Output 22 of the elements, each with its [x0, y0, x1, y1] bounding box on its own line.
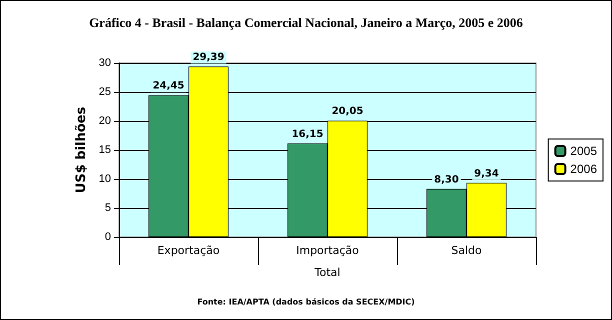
x-axis-title: Total: [314, 266, 340, 279]
legend-label: 2005: [570, 144, 598, 158]
data-label: 9,34: [474, 168, 499, 180]
data-label: 29,39: [192, 52, 224, 64]
data-label: 20,05: [332, 106, 364, 118]
chart-title: Gráfico 4 - Brasil - Balança Comercial Nacional, Janeiro a Março, 2005 e 2006: [89, 15, 524, 30]
data-label: 8,30: [434, 174, 459, 186]
data-label: 16,15: [292, 128, 324, 140]
y-tick-label: 0: [104, 231, 111, 243]
y-tick-label: 20: [98, 115, 111, 127]
data-label: 24,45: [152, 80, 184, 92]
y-tick-label: 25: [98, 86, 111, 98]
y-tick-label: 10: [98, 173, 111, 185]
y-tick-label: 30: [98, 57, 111, 69]
y-tick-label: 15: [98, 144, 111, 156]
x-tick-label: Exportação: [157, 244, 220, 257]
y-tick-label: 5: [104, 202, 111, 214]
legend-label: 2006: [570, 162, 598, 176]
y-axis-title: US$ bilhões: [74, 106, 89, 194]
source-note: Fonte: IEA/APTA (dados básicos da SECEX/MDIC): [197, 298, 415, 306]
x-tick-label: Importação: [296, 244, 360, 257]
x-tick-label: Saldo: [451, 244, 482, 257]
